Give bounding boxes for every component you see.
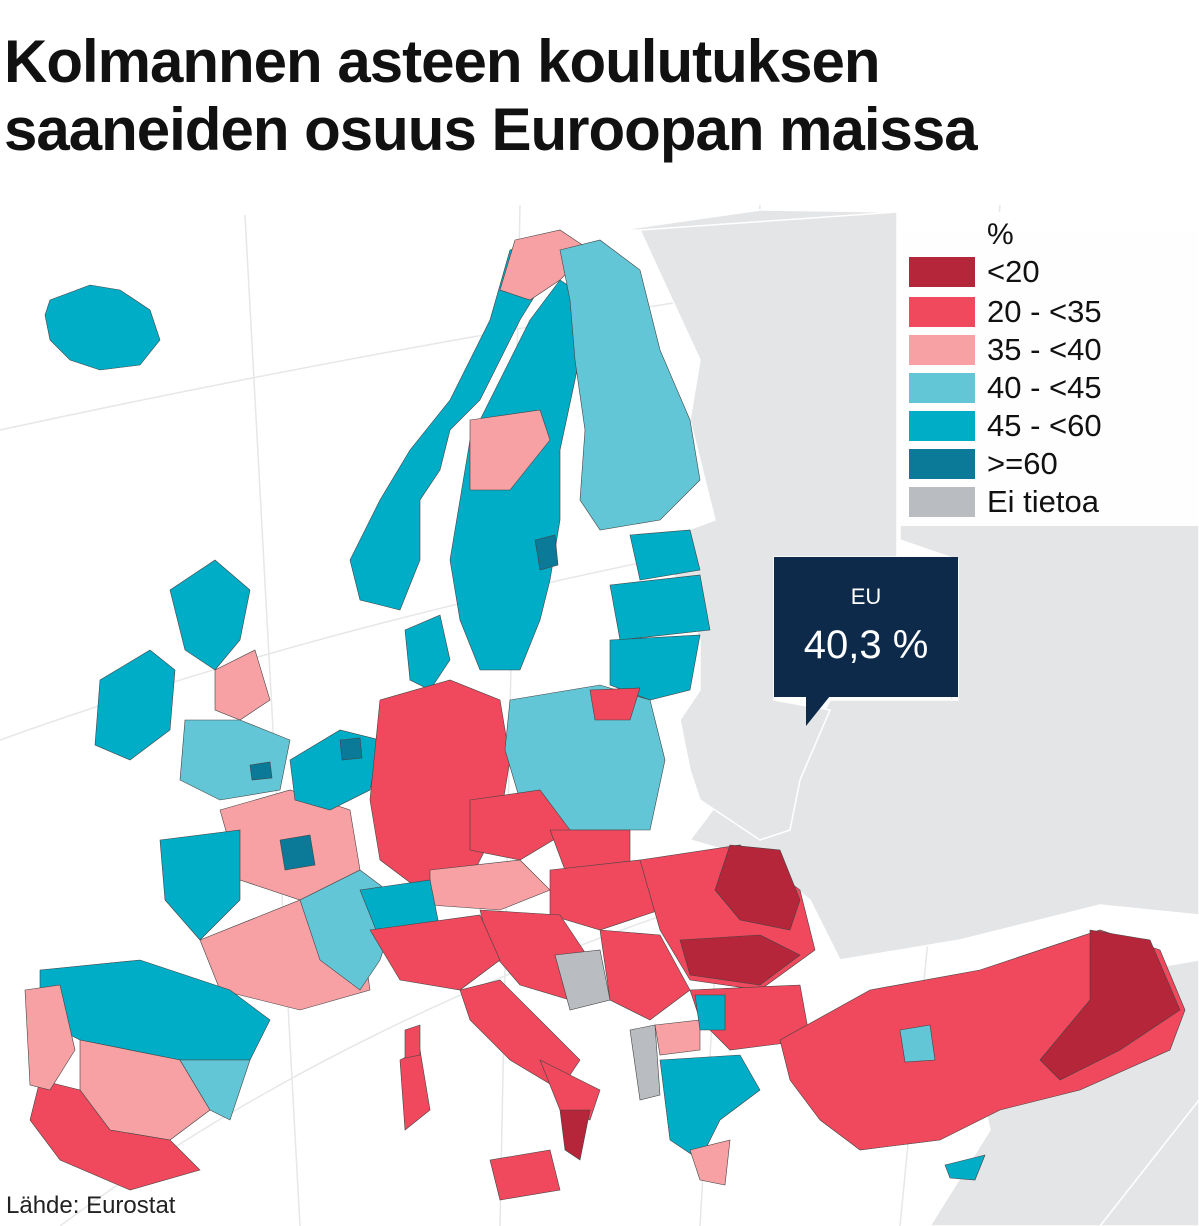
region-denmark	[404, 614, 451, 691]
region-turkey-east	[1039, 929, 1181, 1081]
legend-label: 35 - <40	[987, 332, 1102, 367]
eu-average-callout: EU 40,3 %	[774, 557, 958, 697]
region-england-south	[179, 719, 291, 801]
region-spain-south	[29, 1079, 201, 1191]
legend-item: 35 - <40	[909, 332, 1102, 367]
region-italy-north	[369, 914, 501, 991]
legend-label: Ei tietoa	[987, 484, 1100, 519]
region-france-west	[159, 829, 241, 941]
region-serbia	[599, 929, 691, 1021]
title-line-2: saaneiden osuus Euroopan maissa	[4, 96, 978, 163]
region-portugal	[24, 984, 76, 1091]
europe-choropleth-map	[0, 205, 1199, 1226]
legend-label: >=60	[987, 446, 1058, 481]
legend-swatch	[909, 449, 975, 479]
region-greece	[659, 1054, 761, 1161]
source-note: Lähde: Eurostat	[6, 1192, 176, 1219]
region-cyprus	[944, 1154, 986, 1181]
region-calabria	[559, 1109, 591, 1161]
callout-value: 40,3 %	[803, 623, 929, 667]
region-estonia	[629, 529, 701, 581]
legend: % <20 20 - <35 35 - <40 40 - <45 45 - <6…	[897, 212, 1199, 526]
region-corsica	[404, 1024, 421, 1059]
region-romania-ne	[714, 844, 801, 931]
callout-label: EU	[850, 584, 882, 609]
legend-swatch	[909, 297, 975, 327]
region-latvia	[609, 574, 711, 641]
region-czechia	[469, 789, 571, 861]
region-greece-south	[689, 1139, 731, 1186]
title-line-1: Kolmannen asteen koulutuksen	[4, 28, 881, 95]
legend-swatch	[909, 335, 975, 365]
region-finland	[559, 239, 701, 531]
region-norway	[349, 239, 561, 611]
chart-title: Kolmannen asteen koulutuksen saaneiden o…	[4, 28, 1184, 164]
legend-swatch	[909, 373, 975, 403]
legend-item: 45 - <60	[909, 408, 1102, 443]
region-albania	[629, 1024, 661, 1101]
region-italy-south	[539, 1059, 601, 1121]
region-spain-east	[179, 1059, 251, 1121]
legend-item: 40 - <45	[909, 370, 1102, 405]
legend-swatch	[909, 411, 975, 441]
callout-pointer	[806, 696, 830, 726]
region-bosnia	[554, 949, 611, 1011]
legend-swatch	[909, 487, 975, 517]
region-ireland	[94, 649, 176, 761]
legend-item: >=60	[909, 446, 1058, 481]
region-ankara	[899, 1024, 936, 1063]
region-germany	[369, 679, 511, 891]
region-paris	[279, 834, 316, 871]
region-poland-ne	[589, 687, 641, 721]
legend-item: <20	[909, 254, 1040, 289]
region-sardinia	[399, 1049, 431, 1131]
legend-label: 45 - <60	[987, 408, 1102, 443]
region-lithuania	[609, 634, 701, 701]
legend-label: 40 - <45	[987, 370, 1102, 405]
region-london	[249, 761, 273, 781]
legend-unit: %	[987, 218, 1014, 251]
region-benelux	[289, 729, 381, 811]
region-north-macedonia	[654, 1019, 701, 1056]
region-sicily	[489, 1149, 561, 1201]
region-romania-s	[679, 934, 801, 986]
region-amsterdam	[339, 737, 363, 761]
legend-item: Ei tietoa	[909, 484, 1100, 519]
region-turkey	[779, 929, 1186, 1151]
region-stockholm	[534, 534, 559, 571]
region-sweden-north	[469, 409, 551, 491]
region-hungary	[549, 859, 661, 931]
region-scotland	[169, 559, 251, 671]
legend-item: 20 - <35	[909, 294, 1102, 329]
region-iceland	[44, 284, 161, 371]
region-sofia	[694, 994, 726, 1031]
region-england-north	[214, 649, 271, 721]
legend-label: 20 - <35	[987, 294, 1102, 329]
legend-label: <20	[987, 254, 1040, 289]
legend-swatch	[909, 257, 975, 287]
